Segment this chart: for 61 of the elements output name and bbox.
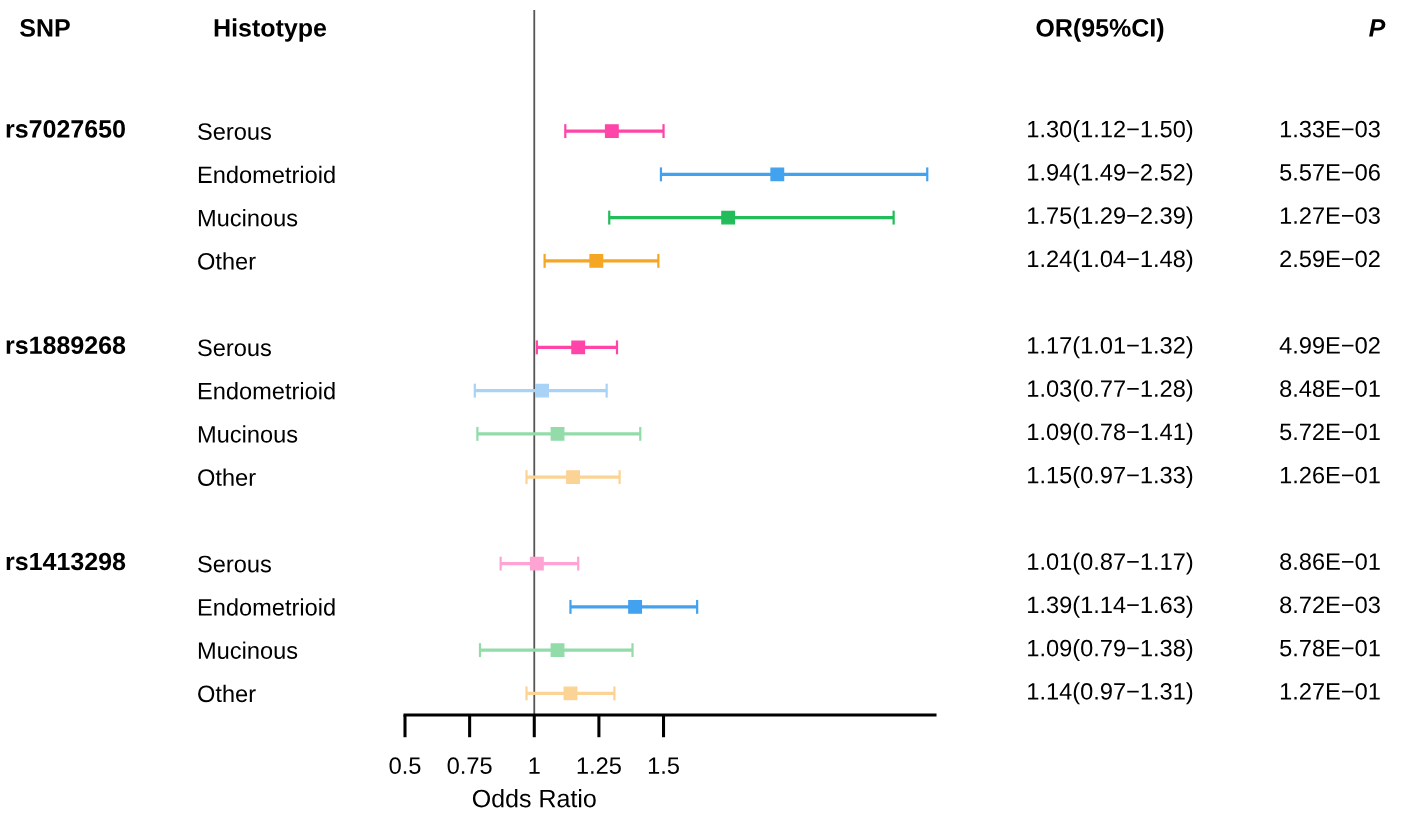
text: Histotype — [214, 18, 327, 42]
y-tick-label: Mucinous — [198, 641, 298, 659]
text: 4.99E−02 — [1279, 336, 1380, 354]
x-axis-title: Odds Ratio — [472, 789, 596, 808]
x-tick-label: 1 — [529, 757, 540, 774]
data-label: 1.17(1.01−1.32) — [1028, 336, 1193, 359]
text: 1.27E−01 — [1280, 682, 1380, 700]
text: P — [1369, 19, 1386, 37]
text: 5.72E−01 — [1280, 423, 1380, 441]
x-tick-label: 1.5 — [648, 757, 679, 775]
y-tick-label: Endometrioid — [198, 598, 335, 616]
data-label: 1.09(0.79−1.38) — [1028, 639, 1193, 662]
point — [589, 253, 604, 268]
y-tick-label: Serous — [198, 555, 271, 573]
text: 1.33E−03 — [1280, 120, 1380, 138]
x-tick-label: 1.25 — [577, 757, 621, 775]
point — [721, 210, 736, 225]
data-label: 1.39(1.14−1.63) — [1028, 595, 1193, 618]
data-label: 1.01(0.87−1.17) — [1028, 552, 1193, 575]
data-label: 1.03(0.77−1.28) — [1028, 379, 1193, 402]
text: 8.48E−01 — [1280, 380, 1380, 397]
data-label: 1.14(0.97−1.31) — [1028, 682, 1193, 705]
y-tick-label: Other — [198, 252, 256, 270]
text: 5.78E−01 — [1280, 639, 1380, 657]
x-tick-label: 0.75 — [447, 757, 492, 775]
y-tick-label: Serous — [198, 123, 271, 140]
point — [535, 383, 549, 398]
y-tick-label: Mucinous — [198, 209, 298, 227]
text: 1.27E−03 — [1280, 207, 1380, 224]
text: SNP — [20, 19, 70, 37]
y-tick-label: Endometrioid — [198, 382, 335, 400]
y-tick-label: Serous — [198, 339, 271, 357]
text: 1.26E−01 — [1280, 466, 1380, 484]
point — [770, 167, 785, 182]
data-label: 1.24(1.04−1.48) — [1028, 249, 1193, 272]
point — [604, 124, 619, 139]
data-label: 1.30(1.12−1.50) — [1028, 120, 1193, 143]
data-label: 1.75(1.29−2.39) — [1028, 206, 1193, 229]
point — [550, 426, 565, 441]
x-tick-label: 0.5 — [389, 757, 421, 775]
point — [563, 686, 578, 701]
point — [571, 340, 586, 355]
point — [628, 599, 643, 614]
y-tick-label: Endometrioid — [198, 165, 335, 184]
y-tick-label: Other — [198, 468, 256, 486]
text: rs1889268 — [6, 336, 126, 355]
y-tick-label: Mucinous — [198, 425, 298, 443]
y-tick-label: Other — [198, 684, 256, 703]
point — [550, 643, 565, 658]
text: rs1413298 — [6, 552, 126, 571]
text: OR(95%CI) — [1036, 18, 1164, 42]
text: 2.59E−02 — [1280, 250, 1380, 268]
text: 8.72E−03 — [1280, 596, 1380, 614]
data-label: 1.15(0.97−1.33) — [1028, 466, 1193, 489]
text: rs7027650 — [6, 120, 125, 138]
text: 8.86E−01 — [1280, 553, 1380, 570]
data-label: 1.09(0.78−1.41) — [1028, 422, 1193, 445]
point — [529, 556, 544, 571]
text: 5.57E−06 — [1280, 163, 1380, 181]
point — [566, 470, 580, 485]
data-label: 1.94(1.49−2.52) — [1028, 163, 1193, 186]
